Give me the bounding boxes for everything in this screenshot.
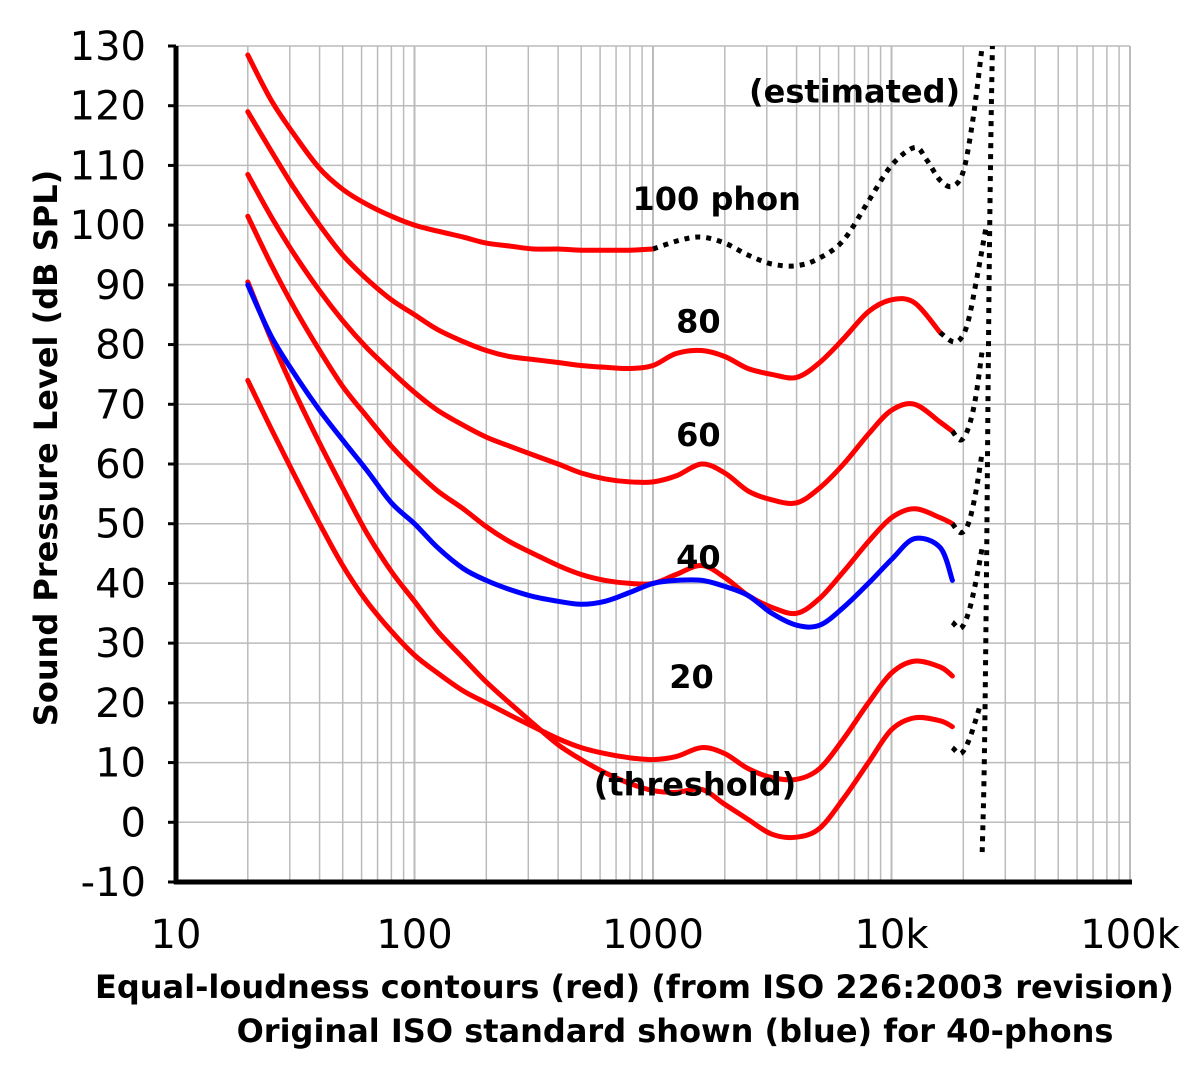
curve-label: 80 — [676, 303, 721, 341]
x-tick-label: 10k — [854, 912, 929, 958]
series-line-80 — [245, 109, 943, 381]
estimated-segment — [950, 350, 985, 443]
series-layer — [245, 52, 955, 841]
x-axis-title-line2: Original ISO standard shown (blue) for 4… — [237, 1012, 1114, 1050]
y-tick-label: 10 — [95, 741, 146, 787]
curve-label: (estimated) — [749, 73, 960, 111]
y-tick-label: 20 — [95, 681, 146, 727]
y-tick-label: -10 — [81, 860, 146, 906]
series-line-60 — [245, 171, 955, 506]
x-tick-label: 1000 — [602, 912, 704, 958]
curve-label: 20 — [669, 658, 714, 696]
axes — [168, 44, 1132, 885]
series-line-40 — [245, 213, 955, 617]
y-tick-label: 0 — [121, 800, 146, 846]
curve-label: 100 phon — [633, 180, 801, 218]
y-tick-label: 90 — [95, 263, 146, 309]
estimated-segment — [950, 547, 985, 631]
series-line-20 — [245, 377, 955, 783]
series-line-100 — [245, 52, 656, 253]
y-tick-label: 130 — [70, 24, 146, 70]
series-line-threshold — [245, 279, 955, 841]
y-tick-label: 100 — [70, 203, 146, 249]
annotations: (estimated) 100 phon 80 60 40 20 (threshold) — [594, 73, 960, 804]
estimated-segment — [979, 45, 995, 853]
y-tick-label: 40 — [95, 561, 146, 607]
x-tick-label: 10 — [151, 912, 202, 958]
y-tick-label: 110 — [70, 143, 146, 189]
y-tick-label: 80 — [95, 323, 146, 369]
curve-label: 40 — [676, 539, 721, 577]
y-axis-title: Sound Pressure Level (dB SPL) — [27, 170, 65, 726]
y-tick-label: 120 — [70, 84, 146, 130]
estimated-segment — [950, 451, 985, 536]
y-tick-label: 30 — [95, 621, 146, 667]
x-tick-label: 100 — [376, 912, 452, 958]
y-tick-label: 60 — [95, 442, 146, 488]
y-tick-label: 50 — [95, 502, 146, 548]
estimated-layer — [652, 45, 995, 853]
curve-label: (threshold) — [594, 765, 797, 803]
curve-label: 60 — [676, 416, 721, 454]
x-axis-title-line1: Equal-loudness contours (red) (from ISO … — [95, 968, 1174, 1006]
y-tick-label: 70 — [95, 382, 146, 428]
series-line-original-40 — [245, 282, 955, 630]
estimated-segment — [938, 224, 989, 345]
x-tick-label: 100k — [1080, 912, 1180, 958]
estimated-segment — [950, 705, 983, 757]
